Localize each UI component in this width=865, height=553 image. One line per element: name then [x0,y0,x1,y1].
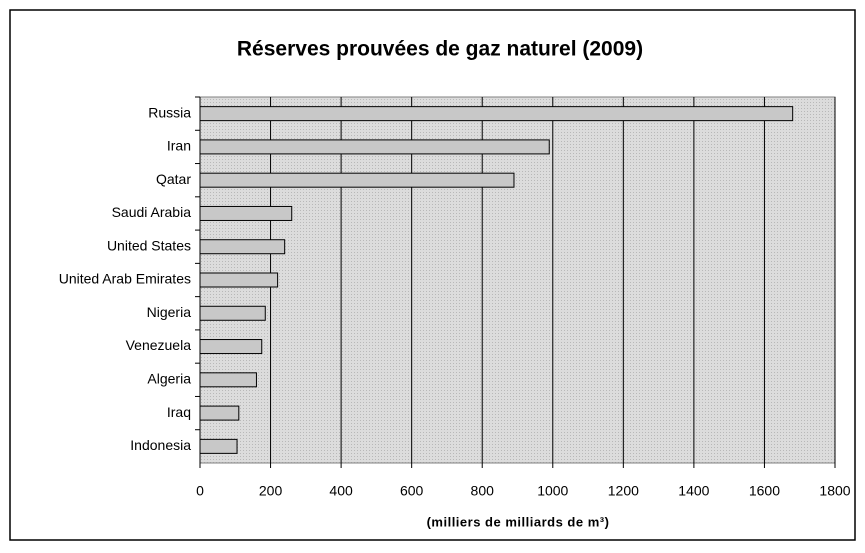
x-tick-label: 600 [400,483,424,499]
bar [199,106,794,122]
bar [199,438,238,454]
x-tick-label: 800 [471,483,495,499]
x-tick-label: 400 [329,483,353,499]
y-tick-label: Iraq [167,404,191,420]
bar [199,405,240,421]
x-tick-label: 1800 [819,483,850,499]
bar [199,239,286,255]
bar [199,272,279,288]
y-tick-label: Qatar [156,171,191,187]
bar [199,172,515,188]
y-tick-label: Venezuela [126,337,192,353]
bar [199,305,266,321]
x-axis-label: (milliers de milliards de m³) [427,514,610,529]
bar [199,205,293,221]
y-tick-label: United States [107,237,191,253]
bar [199,139,550,155]
x-tick-label: 0 [196,483,204,499]
y-tick-label: Algeria [147,371,191,387]
bar [199,372,257,388]
y-tick-label: Iran [167,138,191,154]
bar [199,339,263,355]
plot-area [199,96,836,464]
y-tick-label: United Arab Emirates [59,271,191,287]
y-tick-label: Saudi Arabia [112,204,192,220]
x-tick-label: 1000 [537,483,568,499]
y-tick-label: Russia [148,104,191,120]
y-tick-label: Nigeria [147,304,192,320]
x-tick-label: 1400 [678,483,709,499]
x-tick-label: 200 [259,483,283,499]
y-tick-label: Indonesia [130,437,191,453]
chart-title: Réserves prouvées de gaz naturel (2009) [237,38,643,61]
x-tick-label: 1600 [749,483,780,499]
x-tick-label: 1200 [608,483,639,499]
